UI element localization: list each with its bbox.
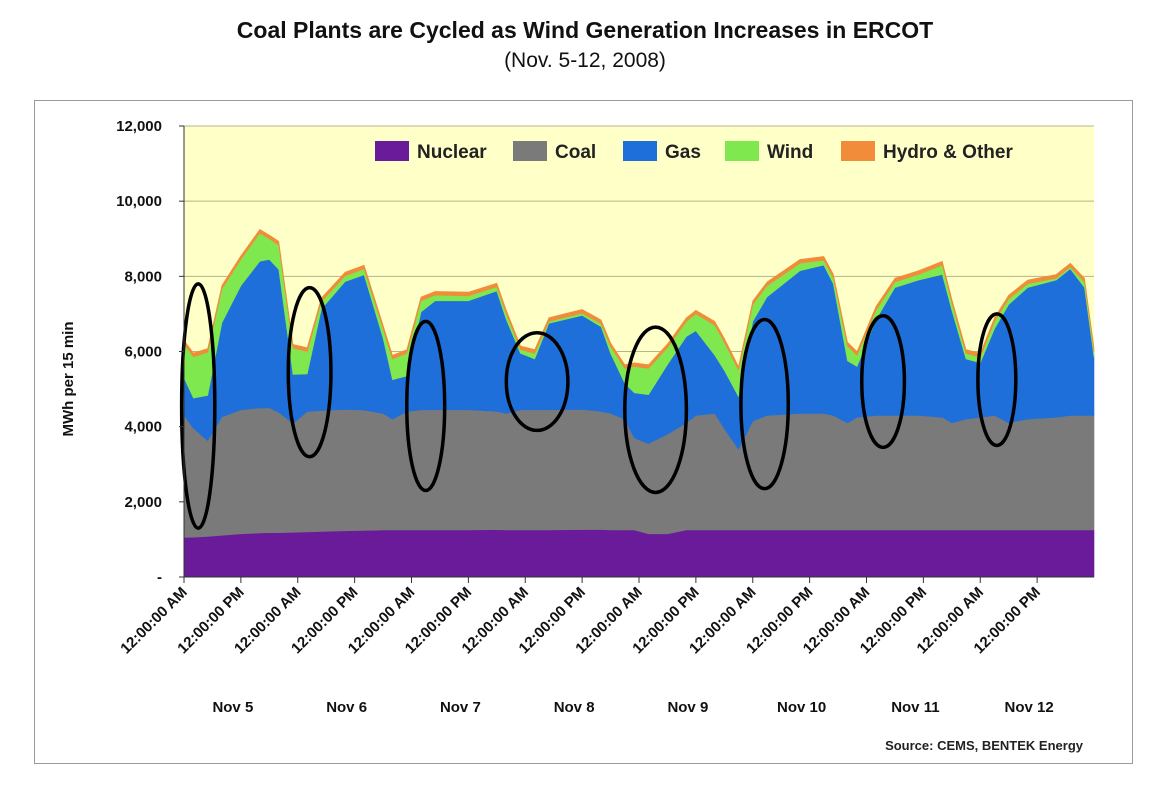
title-block: Coal Plants are Cycled as Wind Generatio… (0, 14, 1170, 76)
source-note: Source: CEMS, BENTEK Energy (885, 738, 1084, 753)
legend-label-nuclear: Nuclear (417, 142, 487, 163)
area-nuclear (183, 529, 1095, 578)
legend-swatch-nuclear (375, 141, 409, 161)
annotation-ellipse-2 (286, 285, 333, 459)
annotation-ellipse-7 (860, 314, 907, 450)
legend-label-hydro-other: Hydro & Other (883, 142, 1013, 163)
day-label: Nov 5 (212, 699, 253, 716)
annotation-ellipse-5 (623, 325, 689, 495)
day-label: Nov 6 (326, 699, 367, 716)
area-hydro-other (183, 229, 1095, 371)
y-tick-label: - (157, 569, 162, 586)
day-label: Nov 12 (1005, 699, 1054, 716)
y-tick-label: 12,000 (116, 118, 162, 135)
legend: Nuclear Coal Gas Wind Hydro & Other (375, 141, 1013, 163)
legend-swatch-hydro-other (841, 141, 875, 161)
stacked-area-chart: - 2,000 4,000 6,000 8,000 10,000 12,000 12:00:… (60, 118, 1095, 753)
y-tick-label: 2,000 (124, 494, 162, 511)
annotation-ellipse-4 (504, 330, 570, 433)
legend-swatch-gas (623, 141, 657, 161)
annotation-ellipse-6 (739, 317, 791, 491)
y-tick-label: 4,000 (124, 419, 162, 436)
chart-title: Coal Plants are Cycled as Wind Generatio… (236, 17, 934, 43)
day-label: Nov 7 (440, 699, 481, 716)
legend-swatch-coal (513, 141, 547, 161)
day-label: Nov 8 (554, 699, 595, 716)
y-tick-label: 6,000 (124, 344, 162, 361)
day-label: Nov 9 (667, 699, 708, 716)
y-axis-label: MWh per 15 min (60, 321, 77, 436)
legend-label-wind: Wind (767, 142, 813, 163)
legend-label-coal: Coal (555, 142, 596, 163)
series-areas (183, 229, 1095, 578)
chart-subtitle: (Nov. 5-12, 2008) (504, 49, 666, 72)
y-axis: - 2,000 4,000 6,000 8,000 10,000 12,000 (116, 118, 185, 586)
annotation-ellipse-1 (179, 282, 217, 530)
y-tick-label: 8,000 (124, 268, 162, 285)
day-label: Nov 10 (777, 699, 826, 716)
day-label: Nov 11 (891, 699, 939, 716)
legend-swatch-wind (725, 141, 759, 161)
annotation-ellipse-3 (405, 319, 447, 493)
annotation-ellipses (179, 282, 1018, 530)
annotation-ellipse-8 (976, 312, 1018, 448)
y-tick-label: 10,000 (116, 193, 162, 210)
legend-label-gas: Gas (665, 142, 701, 163)
chart-frame: - 2,000 4,000 6,000 8,000 10,000 12,000 12:00:… (34, 100, 1133, 764)
